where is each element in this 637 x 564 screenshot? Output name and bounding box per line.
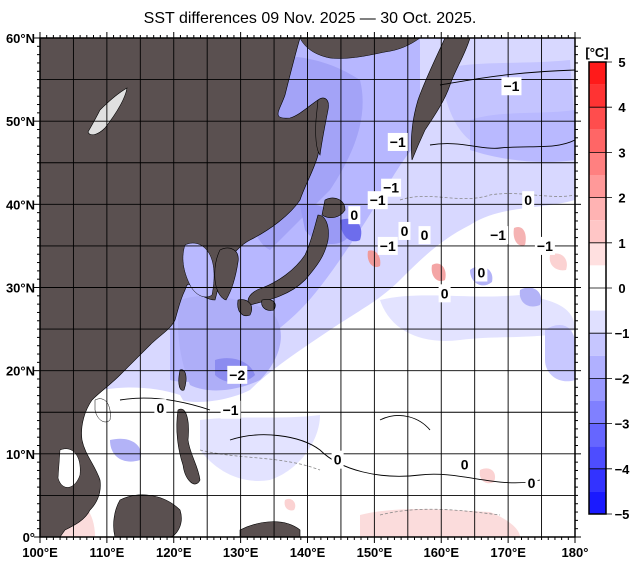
x-tick-label: 130°E [223, 545, 259, 560]
colorbar-cell [589, 491, 606, 514]
colorbar-cell [589, 355, 606, 379]
contour-label: 0 [156, 400, 164, 416]
x-tick-label: 170°E [490, 545, 526, 560]
gulf-of-thailand [57, 448, 81, 488]
colorbar-cell [589, 107, 606, 130]
y-tick-label: 10°N [6, 447, 35, 462]
colorbar-cell [589, 423, 606, 447]
colorbar-tick-label: 3 [618, 145, 625, 160]
map-area [40, 38, 575, 537]
colorbar-cell [589, 310, 606, 334]
colorbar-cell [589, 446, 606, 469]
colorbar-tick-label: 1 [618, 236, 625, 251]
colorbar-cell [589, 333, 606, 356]
x-tick-label: 180° [562, 545, 589, 560]
x-tick-label: 140°E [290, 545, 326, 560]
contour-label: −1 [380, 238, 396, 254]
contour-label: −1 [390, 134, 406, 150]
contour-label: −1 [537, 238, 553, 254]
y-tick-label: 0° [23, 530, 35, 545]
contour-label: −1 [490, 227, 506, 243]
colorbar-tick-label: −3 [615, 417, 630, 432]
colorbar-unit: [°C] [585, 45, 608, 60]
contour-label: −1 [503, 78, 519, 94]
contour-label: 0 [334, 452, 342, 468]
colorbar-tick-label: −2 [615, 371, 630, 386]
contour-label: 0 [401, 223, 409, 239]
colorbar-cell [589, 197, 606, 221]
chart-title: SST differences 09 Nov. 2025 — 30 Oct. 2… [143, 10, 477, 27]
y-tick-label: 50°N [6, 114, 35, 129]
colorbar-cell [589, 84, 606, 108]
colorbar-tick-label: 4 [618, 100, 626, 115]
colorbar-cell [589, 62, 606, 85]
x-axis: 100°E 110°E 120°E 130°E 140°E 150°E 160°E 170°E… [22, 32, 588, 560]
contour-label: 0 [350, 207, 358, 223]
contour-label: 0 [524, 192, 532, 208]
colorbar-cell [589, 288, 606, 311]
y-tick-label: 30°N [6, 281, 35, 296]
y-tick-label: 40°N [6, 197, 35, 212]
colorbar-cell [589, 401, 606, 424]
colorbar-cell [589, 468, 606, 492]
graticule [40, 38, 575, 537]
x-tick-label: 150°E [357, 545, 393, 560]
contour-label: 0 [421, 227, 429, 243]
colorbar-cell [589, 378, 606, 401]
contour-label: 0 [461, 457, 469, 473]
colorbar: [°C] 5 4 3 2 1 0 −1 −2 −3 −4 −5 [585, 45, 630, 522]
colorbar-cell [589, 220, 606, 243]
y-tick-label: 20°N [6, 364, 35, 379]
dashed-contours [199, 193, 575, 516]
colorbar-cell [589, 242, 606, 266]
colorbar-tick-label: 0 [618, 281, 625, 296]
x-tick-label: 110°E [89, 545, 124, 560]
colorbar-tick-label: −1 [615, 326, 630, 341]
x-tick-label: 160°E [423, 545, 459, 560]
contour-label: −1 [370, 192, 386, 208]
contour-label: −1 [223, 402, 239, 418]
colorbar-tick-label: 2 [618, 191, 625, 206]
contour-lines [119, 69, 575, 484]
y-tick-label: 60°N [6, 31, 35, 46]
y-axis: 60°N 50°N 40°N 30°N 20°N 10°N 0° [6, 31, 581, 545]
contour-label: 0 [528, 475, 536, 491]
colorbar-tick-label: −4 [615, 462, 631, 477]
contour-label: 0 [441, 285, 449, 301]
colorbar-cell [589, 265, 606, 288]
x-tick-label: 100°E [22, 545, 58, 560]
colorbar-tick-label: 5 [618, 55, 625, 70]
colorbar-tick-label: −5 [615, 507, 630, 522]
colorbar-cell [589, 129, 606, 153]
colorbar-cell [589, 175, 606, 198]
contour-label: −2 [229, 367, 245, 383]
yellow-sea [182, 242, 215, 298]
lake-baikal [87, 87, 128, 136]
contour-label: 0 [477, 265, 485, 281]
colorbar-cell [589, 152, 606, 175]
x-tick-label: 120°E [156, 545, 192, 560]
